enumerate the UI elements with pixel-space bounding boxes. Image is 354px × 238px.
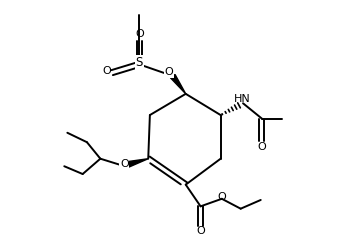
Polygon shape (127, 159, 148, 167)
Text: HN: HN (234, 94, 251, 104)
Text: O: O (257, 142, 266, 152)
Text: O: O (165, 67, 173, 77)
Text: O: O (196, 226, 205, 236)
Text: S: S (136, 56, 143, 69)
Text: O: O (218, 192, 227, 202)
Text: O: O (135, 29, 144, 39)
Polygon shape (171, 74, 186, 94)
Text: O: O (120, 159, 129, 169)
Text: O: O (103, 66, 112, 76)
